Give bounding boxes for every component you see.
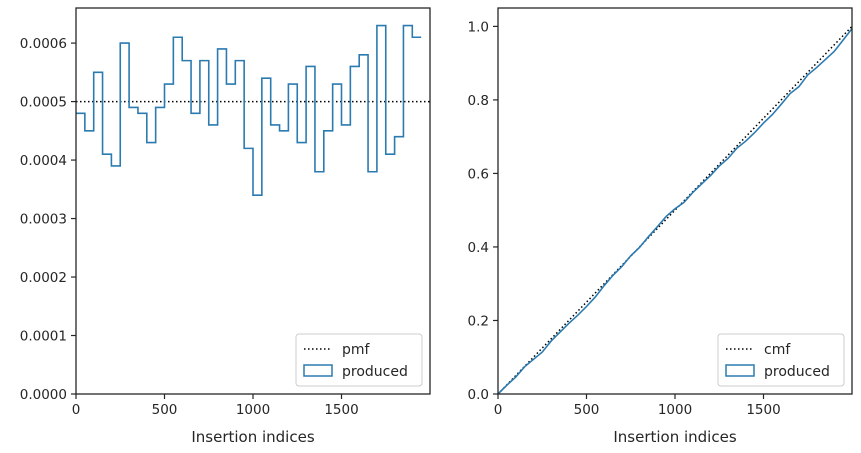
cmf-produced-curve bbox=[497, 28, 853, 395]
cmf-y-tick-label: 0.6 bbox=[468, 166, 489, 182]
cmf-panel: 0 500 1000 1500 0.0 0.2 0.4 0.6 0.8 1.0 Insertion… bbox=[468, 7, 853, 446]
cmf-reference-line bbox=[497, 25, 853, 395]
cmf-y-tick-label: 1.0 bbox=[468, 19, 489, 35]
pmf-y-tick-label: 0.0004 bbox=[20, 153, 67, 169]
cmf-x-tick-label: 1000 bbox=[658, 402, 692, 418]
cmf-x-tick-label: 0 bbox=[494, 402, 503, 418]
pmf-x-axis-label: Insertion indices bbox=[191, 428, 314, 446]
pmf-legend-produced-swatch bbox=[303, 364, 333, 377]
pmf-produced-step bbox=[76, 24, 422, 196]
cmf-y-tick-label: 0.0 bbox=[468, 387, 489, 403]
pmf-legend: pmf produced bbox=[295, 333, 423, 387]
cmf-legend-cmf-label: cmf bbox=[764, 342, 791, 358]
cmf-ticks: 0 500 1000 1500 0.0 0.2 0.4 0.6 0.8 1.0 bbox=[468, 19, 781, 418]
pmf-y-tick-label: 0.0000 bbox=[20, 387, 67, 403]
pmf-y-tick-label: 0.0005 bbox=[20, 95, 67, 111]
pmf-legend-pmf-label: pmf bbox=[342, 342, 371, 358]
cmf-x-tick-label: 500 bbox=[574, 402, 600, 418]
pmf-axes-frame bbox=[75, 7, 431, 395]
cmf-x-tick-label: 1500 bbox=[746, 402, 780, 418]
cmf-y-tick-label: 0.4 bbox=[468, 240, 489, 256]
cmf-axes-frame bbox=[497, 7, 853, 395]
cmf-legend-produced-label: produced bbox=[764, 364, 830, 380]
cmf-legend-box bbox=[717, 333, 845, 387]
pmf-legend-box bbox=[295, 333, 423, 387]
cmf-legend-produced-swatch bbox=[725, 364, 755, 377]
pmf-y-tick-label: 0.0003 bbox=[20, 212, 67, 228]
pmf-x-tick-label: 500 bbox=[152, 402, 178, 418]
pmf-y-tick-label: 0.0006 bbox=[20, 36, 67, 52]
cmf-legend: cmf produced bbox=[717, 333, 845, 387]
pmf-panel: 0 500 1000 1500 0.0000 0.0001 0.0002 0.0003 0.00… bbox=[20, 7, 431, 446]
pmf-legend-produced-label: produced bbox=[342, 364, 408, 380]
cmf-y-tick-label: 0.8 bbox=[468, 93, 489, 109]
pmf-x-tick-label: 0 bbox=[72, 402, 81, 418]
pmf-y-tick-label: 0.0001 bbox=[20, 329, 67, 345]
pmf-y-tick-label: 0.0002 bbox=[20, 270, 67, 286]
pmf-ticks: 0 500 1000 1500 0.0000 0.0001 0.0002 0.0003 0.00… bbox=[20, 36, 359, 418]
cmf-x-axis-label: Insertion indices bbox=[613, 428, 736, 446]
pmf-x-tick-label: 1500 bbox=[324, 402, 358, 418]
pmf-x-tick-label: 1000 bbox=[236, 402, 270, 418]
cmf-y-tick-label: 0.2 bbox=[468, 313, 489, 329]
